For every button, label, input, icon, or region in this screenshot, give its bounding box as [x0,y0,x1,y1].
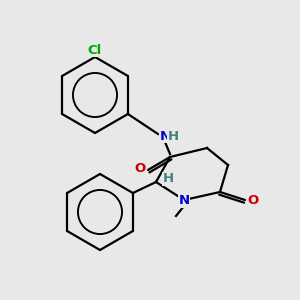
Text: O: O [248,194,259,206]
Text: H: H [167,130,178,142]
Text: O: O [134,163,146,176]
Text: N: N [159,130,171,142]
Text: N: N [178,194,190,208]
Text: Cl: Cl [87,44,101,56]
Text: H: H [162,172,174,185]
